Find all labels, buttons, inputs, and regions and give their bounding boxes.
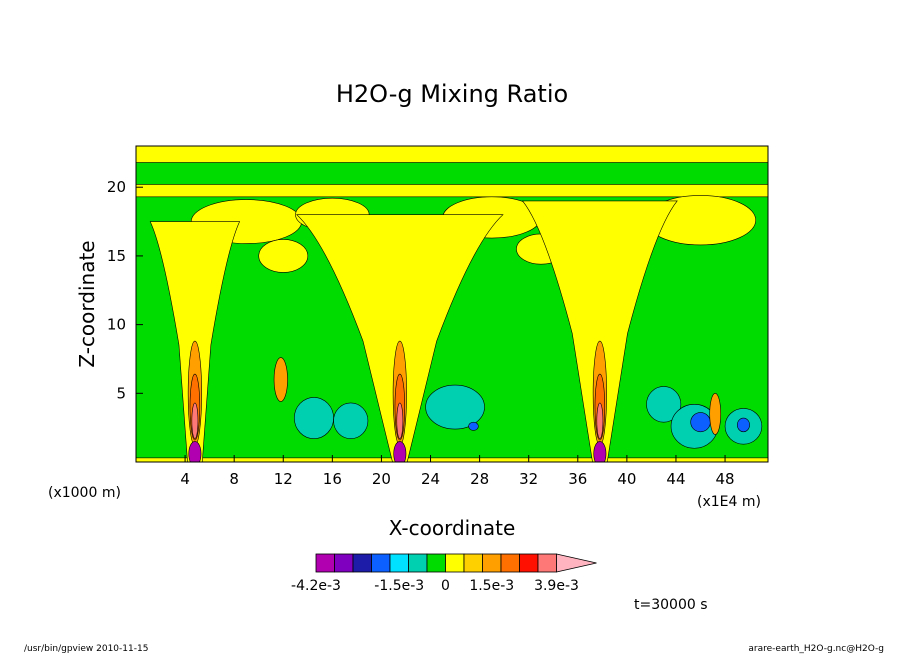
y-tick-label: 20: [107, 178, 126, 196]
moist-cell: [709, 393, 722, 435]
colorbar-swatch: [389, 553, 409, 573]
x-tick-label: 36: [568, 470, 587, 488]
time-annotation: t=30000 s: [634, 597, 708, 613]
x-tick-label: 32: [519, 470, 538, 488]
colorbar-swatch: [445, 553, 465, 573]
x-unit-label: (x1E4 m): [697, 494, 761, 510]
colorbar-swatch: [352, 553, 372, 573]
colorbar-swatch: [408, 553, 428, 573]
dry-core: [690, 412, 711, 433]
dry-core: [468, 421, 479, 431]
colorbar-arrow: [556, 553, 597, 573]
x-axis-title: X-coordinate: [389, 516, 516, 540]
column-base: [188, 441, 202, 462]
footer-left: /usr/bin/gpview 2010-11-15: [24, 644, 148, 654]
x-tick-label: 28: [470, 470, 489, 488]
y-axis: 5 10 15 20: [107, 178, 143, 402]
x-tick-label: 12: [274, 470, 293, 488]
convective-column: [521, 200, 678, 462]
colorbar-swatch: [463, 553, 483, 573]
dry-core: [737, 417, 750, 433]
moist-cell: [273, 357, 288, 402]
column-base: [393, 441, 407, 462]
dry-pocket: [333, 402, 369, 439]
colorbar-tick-label: 0: [441, 578, 450, 594]
column-core: [596, 402, 604, 439]
x-tick-label: 16: [323, 470, 342, 488]
colorbar-swatch: [426, 553, 446, 573]
colorbar-swatch: [371, 553, 391, 573]
y-axis-title: Z-coordinate: [75, 240, 99, 367]
colorbar-tick-label: 1.5e-3: [469, 578, 514, 594]
colorbar-swatch: [315, 553, 335, 573]
dry-pocket: [646, 386, 682, 423]
colorbar-tick-label: -4.2e-3: [291, 578, 341, 594]
x-tick-label: 20: [372, 470, 391, 488]
column-core: [396, 402, 404, 439]
colorbar-swatch: [482, 553, 502, 573]
y-tick-label: 10: [107, 316, 126, 334]
middle-band: [136, 184, 768, 198]
column-base: [593, 441, 607, 462]
colorbar-swatch: [519, 553, 539, 573]
chart-title: H2O-g Mixing Ratio: [336, 80, 568, 108]
x-tick-label: 40: [617, 470, 636, 488]
colorbar-ticks: -4.2e-3 -1.5e-3 0 1.5e-3 3.9e-3: [291, 578, 579, 594]
column-core: [191, 402, 199, 439]
colorbar-tick-label: 3.9e-3: [534, 578, 579, 594]
colorbar-tick-label: -1.5e-3: [374, 578, 424, 594]
x-tick-label: 4: [180, 470, 190, 488]
x-tick-label: 8: [229, 470, 239, 488]
colorbar: [315, 553, 597, 573]
upper-band: [136, 146, 768, 163]
x-tick-label: 44: [666, 470, 685, 488]
dry-pocket: [294, 397, 334, 439]
y-tick-label: 5: [116, 384, 126, 402]
x-axis: 4 8 12 16 20 24 28 32 36 40 44 48: [180, 455, 735, 488]
colorbar-swatch: [500, 553, 520, 573]
colorbar-swatch: [537, 553, 557, 573]
surface-band: [136, 457, 768, 462]
y-unit-label: (x1000 m): [48, 485, 121, 501]
moist-patch: [258, 239, 309, 273]
plot-area: [136, 146, 768, 462]
dry-pocket: [425, 384, 485, 430]
convective-column: [296, 214, 504, 462]
footer-right: arare-earth_H2O-g.nc@H2O-g: [748, 644, 884, 654]
colorbar-swatch: [334, 553, 354, 573]
x-tick-label: 48: [716, 470, 735, 488]
x-tick-label: 24: [421, 470, 440, 488]
y-tick-label: 15: [107, 247, 126, 265]
plot-frame: [135, 145, 769, 463]
